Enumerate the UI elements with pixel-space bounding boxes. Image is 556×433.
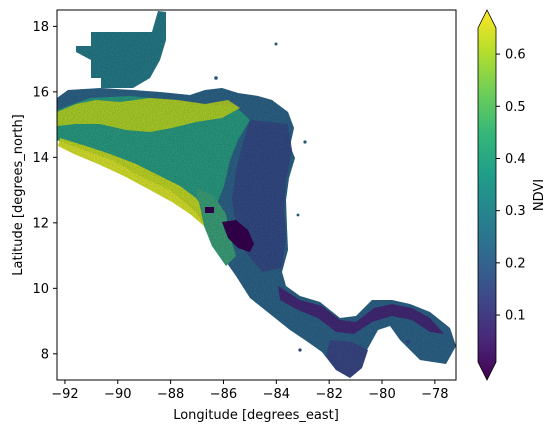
y-tick-label: 12 bbox=[32, 216, 49, 231]
ndvi-raster bbox=[57, 11, 456, 378]
x-tick-label: −86 bbox=[210, 387, 237, 402]
island-speck bbox=[296, 213, 300, 217]
y-tick-label: 8 bbox=[41, 347, 49, 362]
x-tick-label: −84 bbox=[263, 387, 290, 402]
colorbar-tick-label: 0.3 bbox=[505, 204, 526, 219]
region-isthmus-dark bbox=[278, 286, 444, 334]
island-speck bbox=[303, 140, 307, 144]
y-tick-label: 16 bbox=[32, 85, 49, 100]
colorbar-label: NDVI bbox=[532, 179, 547, 211]
x-tick-label: −82 bbox=[315, 387, 342, 402]
colorbar-tick-label: 0.2 bbox=[505, 256, 526, 271]
lake-managua bbox=[205, 207, 214, 213]
x-axis-label: Longitude [degrees_east] bbox=[173, 408, 339, 423]
y-axis-label: Latitude [degrees_north] bbox=[11, 114, 26, 275]
lake-nicaragua bbox=[222, 220, 254, 252]
colorbar: 0.1 0.2 0.3 0.4 0.5 0.6 NDVI bbox=[477, 9, 547, 381]
island-speck bbox=[274, 42, 278, 46]
y-tick-label: 10 bbox=[32, 282, 49, 297]
colorbar-tick-label: 0.5 bbox=[505, 100, 526, 115]
region-yucatan bbox=[76, 11, 166, 88]
x-tick-label: −88 bbox=[157, 387, 184, 402]
x-tick-label: −92 bbox=[51, 387, 78, 402]
region-highlands-yellow bbox=[57, 98, 240, 132]
island-speck bbox=[298, 348, 302, 352]
colorbar-tick-label: 0.4 bbox=[505, 152, 526, 167]
colorbar-gradient bbox=[477, 9, 497, 381]
x-tick-label: −78 bbox=[421, 387, 448, 402]
island-speck bbox=[214, 76, 218, 80]
y-tick-label: 18 bbox=[32, 20, 49, 35]
region-pacific-yellow bbox=[58, 138, 208, 226]
x-axis-ticks: −92 −90 −88 −86 −84 −82 −80 −78 bbox=[51, 380, 449, 402]
colorbar-tick-label: 0.1 bbox=[505, 309, 526, 324]
x-tick-label: −80 bbox=[368, 387, 395, 402]
region-highlands-green bbox=[57, 96, 250, 220]
x-tick-label: −90 bbox=[104, 387, 131, 402]
y-tick-label: 14 bbox=[32, 151, 49, 166]
plot-frame bbox=[56, 9, 457, 381]
colorbar-ticks: 0.1 0.2 0.3 0.4 0.5 0.6 bbox=[496, 48, 526, 324]
colorbar-tick-label: 0.6 bbox=[505, 48, 526, 63]
region-panama-south bbox=[326, 340, 368, 378]
y-axis-ticks: 8 10 12 14 16 18 bbox=[32, 20, 57, 362]
island-speck bbox=[406, 340, 410, 344]
